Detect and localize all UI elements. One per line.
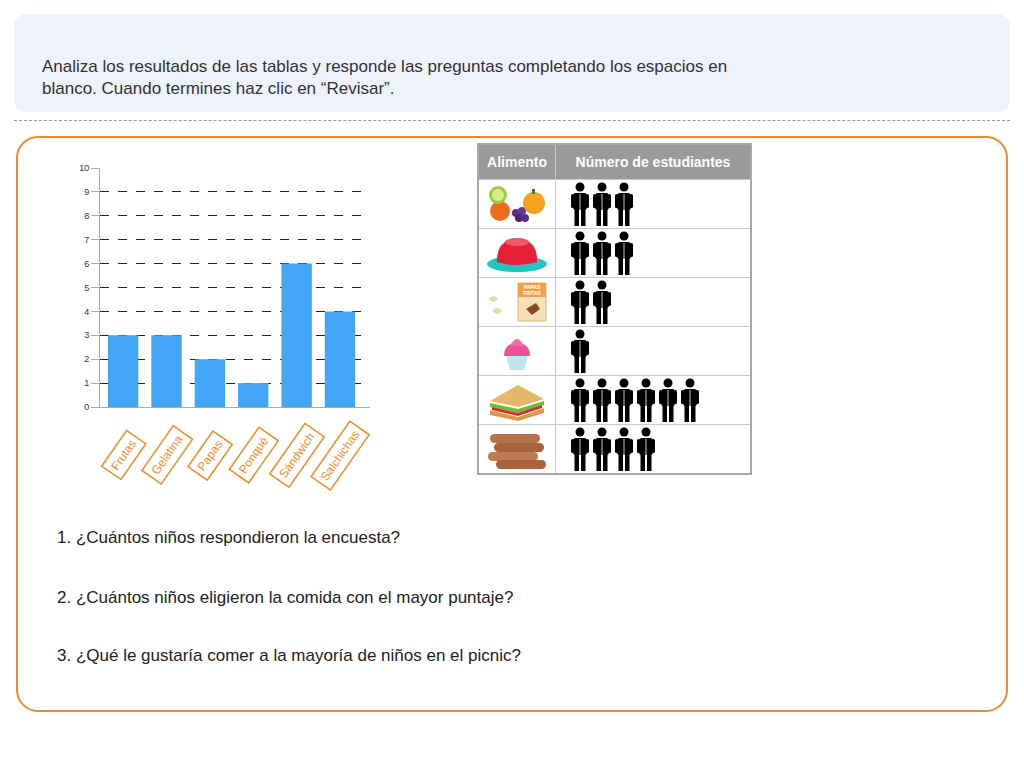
svg-text:Gelatina: Gelatina [149, 432, 186, 477]
svg-text:9: 9 [84, 187, 89, 197]
svg-text:1: 1 [84, 378, 89, 388]
html-text:Analiza los resultados de las: Analiza los resultados de las tablas y r… [42, 57, 728, 98]
svg-text:5: 5 [84, 283, 89, 293]
svg-text:PAPAS: PAPAS [523, 284, 541, 290]
html-text:1. ¿Cuántos niños respondieron: 1. ¿Cuántos niños respondieron la encues… [57, 528, 401, 547]
svg-text:Ponqué: Ponqué [236, 434, 271, 476]
svg-text:Sándwich: Sándwich [276, 430, 317, 481]
html-text:Alimento: Alimento [487, 154, 547, 170]
svg-text:0: 0 [84, 402, 89, 412]
svg-text:Salchichas: Salchichas [318, 428, 363, 484]
html-text:Número de estudiantes: Número de estudiantes [575, 154, 731, 170]
html-text:3. ¿Qué le gustaría comer a la: 3. ¿Qué le gustaría comer a la mayoría d… [57, 646, 521, 665]
svg-text:4: 4 [84, 307, 89, 317]
svg-text:7: 7 [84, 235, 89, 245]
svg-text:Papas: Papas [195, 438, 226, 474]
svg-text:2: 2 [84, 354, 89, 364]
svg-text:Frutas: Frutas [108, 437, 139, 473]
svg-text:10: 10 [79, 163, 89, 173]
svg-text:FRITAS: FRITAS [523, 290, 541, 296]
html-text:2. ¿Cuántos niños eligieron la: 2. ¿Cuántos niños eligieron la comida co… [57, 588, 514, 607]
svg-text:3: 3 [84, 330, 89, 340]
svg-text:6: 6 [84, 259, 89, 269]
svg-text:8: 8 [84, 211, 89, 221]
